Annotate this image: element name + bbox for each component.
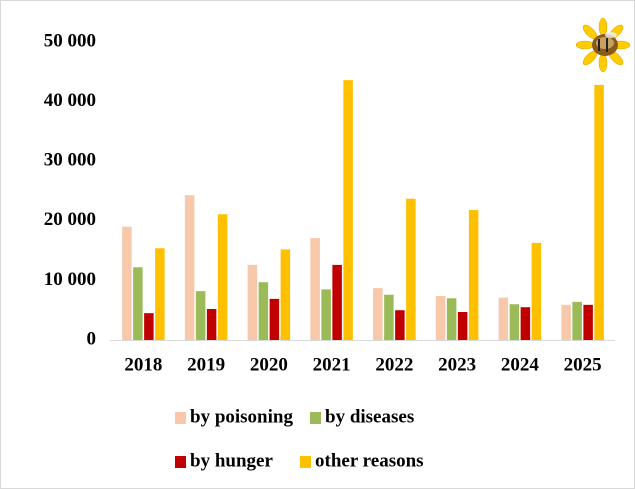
bar: [446, 298, 457, 340]
bar: [195, 291, 206, 340]
legend-label: by poisoning: [190, 406, 293, 427]
bar: [468, 210, 479, 340]
bar: [373, 288, 383, 340]
bar: [332, 264, 342, 340]
x-tick-label: 2023: [438, 354, 476, 375]
bar: [269, 298, 280, 340]
bar: [133, 267, 143, 340]
legend-swatch: [300, 456, 311, 468]
bar: [594, 84, 604, 340]
legend-swatch: [310, 412, 321, 424]
legend-swatch: [175, 456, 186, 468]
bar: [343, 80, 353, 341]
x-tick-label: 2019: [187, 354, 225, 375]
bar: [310, 238, 320, 340]
legend-label: by diseases: [325, 406, 414, 427]
bar: [384, 294, 394, 340]
y-tick-label: 10 000: [44, 269, 96, 290]
bar: [258, 282, 269, 340]
legend-label: other reasons: [315, 450, 424, 471]
bar: [280, 249, 291, 340]
bar: [435, 295, 446, 340]
bar: [572, 301, 582, 340]
y-tick-label: 30 000: [44, 150, 96, 171]
legend-swatch: [175, 412, 186, 424]
bar: [457, 311, 468, 340]
sunflower-bee-icon: [575, 17, 631, 73]
bar: [122, 226, 132, 340]
x-tick-label: 2025: [564, 354, 602, 375]
bar: [395, 310, 405, 340]
bar: [406, 198, 416, 340]
x-tick-label: 2018: [124, 354, 162, 375]
bar: [520, 307, 531, 340]
x-tick-label: 2020: [250, 354, 288, 375]
bar: [498, 297, 509, 340]
bar: [531, 242, 542, 340]
y-tick-label: 0: [87, 328, 97, 349]
y-tick-label: 40 000: [44, 90, 96, 111]
bar: [206, 309, 217, 340]
bar: [155, 248, 165, 340]
bar: [583, 304, 593, 340]
x-tick-label: 2021: [313, 354, 351, 375]
y-tick-label: 20 000: [44, 209, 96, 230]
bar: [561, 304, 571, 340]
x-tick-label: 2022: [375, 354, 413, 375]
bar: [321, 289, 331, 340]
bar: [184, 195, 195, 340]
bar: [247, 264, 258, 340]
legend-label: by hunger: [190, 450, 273, 471]
bar: [144, 313, 154, 340]
bar: [509, 304, 520, 340]
bar: [217, 214, 228, 340]
y-tick-label: 50 000: [44, 30, 96, 51]
x-tick-label: 2024: [501, 354, 540, 375]
